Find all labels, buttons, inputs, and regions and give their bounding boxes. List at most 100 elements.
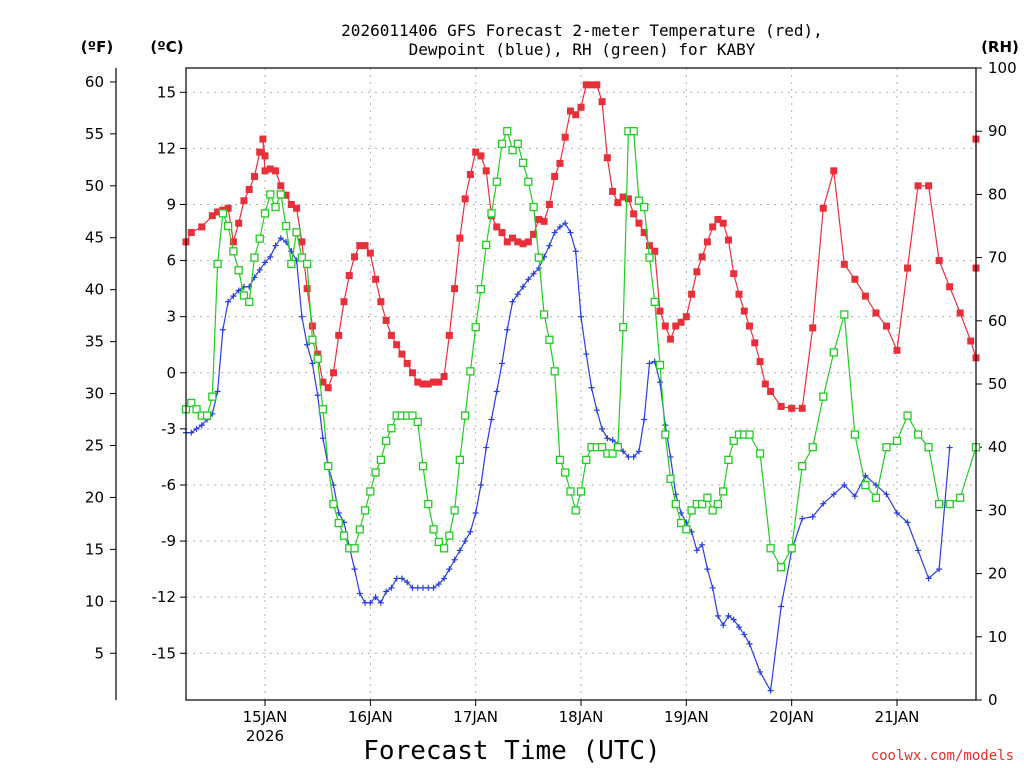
celsius-tick-label: -12 [152, 588, 177, 606]
dewpoint-marker [309, 360, 316, 367]
temperature-marker [261, 152, 269, 160]
temperature-marker [356, 242, 364, 250]
temperature-marker [882, 322, 890, 330]
dewpoint-marker [830, 491, 837, 498]
temperature-marker [372, 275, 380, 283]
dewpoint-marker [435, 581, 442, 588]
dewpoint-line [186, 222, 951, 693]
temperature-marker [419, 380, 427, 388]
rh-marker [618, 322, 628, 332]
temperature-marker [777, 402, 785, 410]
rh-marker [276, 190, 285, 199]
temperature-marker [493, 223, 501, 231]
fahrenheit-tick-label: 40 [85, 281, 104, 299]
rh-marker [708, 506, 717, 515]
rh-marker [882, 443, 891, 452]
temperature-marker [645, 242, 653, 250]
temperature-marker [624, 195, 632, 203]
temperature-marker [788, 404, 796, 412]
rh-marker [429, 525, 438, 534]
dewpoint-marker [946, 444, 953, 451]
rh-marker [640, 202, 649, 212]
dewpoint-marker [567, 229, 574, 236]
x-tick-label: 17JAN [453, 708, 498, 726]
dewpoint-marker [599, 425, 606, 432]
dewpoint-marker [304, 341, 311, 348]
temperature-marker [187, 229, 195, 237]
rh-marker [819, 392, 828, 401]
temperature-marker [851, 275, 859, 283]
dewpoint-marker [488, 416, 495, 423]
dewpoint-marker [472, 510, 479, 517]
dewpoint-marker [272, 242, 279, 249]
temperature-marker [893, 346, 901, 354]
temperature-marker [809, 324, 817, 332]
rh-marker [634, 196, 644, 205]
temperature-marker [398, 350, 406, 358]
rh-marker [302, 259, 312, 269]
rh-marker [719, 487, 728, 496]
dewpoint-marker [335, 510, 342, 517]
dewpoint-marker [256, 266, 263, 273]
temperature-marker [614, 199, 622, 207]
temperature-marker [287, 200, 295, 208]
temperature-marker [709, 223, 717, 231]
rh-marker [424, 499, 433, 509]
temperature-marker [329, 369, 337, 377]
temperature-marker [556, 159, 564, 167]
dewpoint-marker [367, 599, 374, 606]
celsius-tick-label: 9 [166, 195, 176, 213]
temperature-marker [408, 369, 416, 377]
temperature-marker [577, 103, 585, 111]
x-tick-label: 20JAN [769, 708, 814, 726]
temperature-marker [387, 331, 395, 339]
dewpoint-marker [736, 624, 742, 631]
temperature-marker [535, 215, 543, 223]
rh-marker [697, 499, 707, 509]
dewpoint-marker [219, 326, 226, 333]
plot-frame [185, 67, 977, 701]
dewpoint-marker [678, 510, 685, 517]
rh-marker [281, 221, 291, 231]
temperature-marker [698, 253, 706, 261]
rh-marker [292, 228, 301, 237]
rh-marker [455, 455, 465, 464]
temperature-marker [819, 204, 827, 212]
temperature-marker [477, 152, 485, 160]
rh-marker [555, 455, 565, 464]
temperature-marker [672, 322, 680, 330]
dewpoint-marker [904, 519, 911, 526]
temperature-marker [746, 322, 754, 330]
temperature-marker [524, 238, 532, 246]
dewpoint-marker [520, 283, 527, 290]
x-tick-label: 15JAN [243, 708, 288, 726]
rh-marker [308, 335, 317, 344]
dewpoint-marker [820, 500, 827, 507]
rh-marker [576, 487, 586, 496]
temperature-marker [440, 373, 448, 381]
x-axis-label: Forecast Time (UTC) [363, 736, 660, 766]
temperature-marker [403, 359, 411, 367]
rh-marker [439, 544, 449, 553]
dewpoint-marker [851, 493, 858, 500]
temperature-marker [229, 238, 237, 246]
rh-marker [597, 443, 607, 452]
rh-marker [255, 234, 264, 243]
temperature-marker [340, 298, 348, 306]
dewpoint-marker [351, 566, 358, 573]
dewpoint-marker [430, 584, 437, 591]
dewpoint-marker [525, 276, 532, 283]
rh-marker [202, 411, 212, 420]
rh-marker [508, 146, 517, 155]
ticks-layer: 15129630-3-6-9-12-1560555045403530252015… [85, 59, 1017, 745]
dewpoint-marker [746, 640, 753, 647]
dewpoint-marker [235, 287, 242, 294]
dewpoint-marker [635, 448, 642, 455]
chart-title-line1: 2026011406 GFS Forecast 2-meter Temperat… [341, 21, 823, 40]
temperature-marker [498, 229, 506, 237]
temperature-marker [298, 238, 306, 246]
rh-marker [934, 499, 944, 509]
dewpoint-marker [451, 556, 458, 563]
temperature-marker [904, 264, 912, 272]
fahrenheit-tick-label: 10 [85, 592, 104, 610]
